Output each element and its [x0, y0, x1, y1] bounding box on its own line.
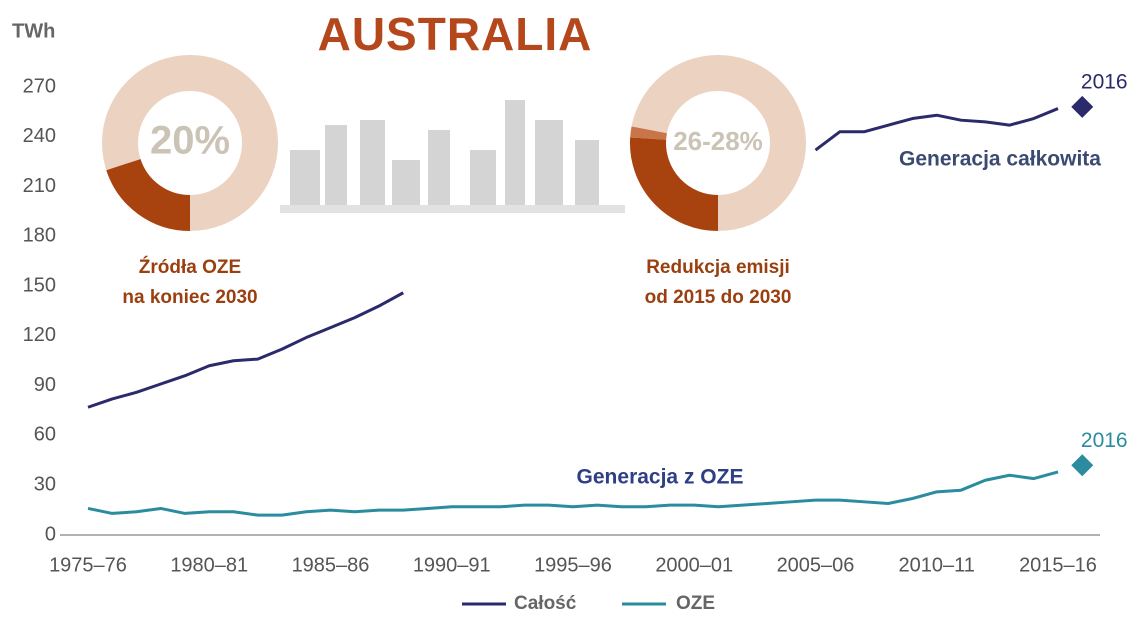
- chart: TWh AUSTRALIA Generacja całkowita Genera…: [0, 0, 1134, 617]
- y-tick-label: 120: [23, 324, 56, 346]
- donut-wedge: [123, 165, 190, 213]
- donut-label: 26-28%: [673, 126, 763, 156]
- chart-title: AUSTRALIA: [318, 8, 593, 60]
- series-line: [816, 109, 1059, 150]
- x-tick-label: 1975–76: [49, 554, 127, 576]
- y-tick-label: 270: [23, 75, 56, 97]
- y-axis-label: TWh: [12, 20, 55, 42]
- y-tick-label: 240: [23, 125, 56, 147]
- donut-caption: od 2015 do 2030: [645, 287, 792, 308]
- donut-caption: na koniec 2030: [122, 287, 257, 308]
- series-line: [88, 472, 1058, 515]
- y-tick-label: 210: [23, 175, 56, 197]
- end-marker-label: 2016: [1081, 70, 1128, 93]
- y-tick-label: 60: [34, 424, 56, 446]
- x-tick-label: 1980–81: [170, 554, 248, 576]
- city-illustration: [280, 100, 625, 213]
- legend-label: Całość: [514, 593, 577, 614]
- x-tick-label: 2015–16: [1019, 554, 1097, 576]
- y-tick-label: 0: [45, 523, 56, 545]
- donut-caption: Redukcja emisji: [646, 257, 790, 278]
- x-tick-label: 2005–06: [777, 554, 855, 576]
- donut-caption: Źródła OZE: [139, 256, 241, 278]
- end-marker: [1071, 96, 1093, 118]
- y-tick-label: 30: [34, 474, 56, 496]
- x-tick-label: 1995–96: [534, 554, 612, 576]
- y-tick-label: 150: [23, 274, 56, 296]
- x-tick-label: 2010–11: [899, 554, 975, 576]
- x-tick-label: 1985–86: [292, 554, 370, 576]
- series-line: [88, 293, 403, 407]
- y-tick-label: 180: [23, 225, 56, 247]
- annotation: Generacja całkowita: [899, 148, 1101, 171]
- donut-wedge: [648, 130, 649, 139]
- x-tick-label: 1990–91: [413, 554, 491, 576]
- x-tick-label: 2000–01: [655, 554, 733, 576]
- y-tick-label: 90: [34, 374, 56, 396]
- annotation: Generacja z OZE: [577, 466, 744, 489]
- donut-label: 20%: [150, 119, 230, 163]
- legend-label: OZE: [676, 593, 715, 614]
- end-marker: [1071, 454, 1093, 476]
- end-marker-label: 2016: [1081, 429, 1128, 452]
